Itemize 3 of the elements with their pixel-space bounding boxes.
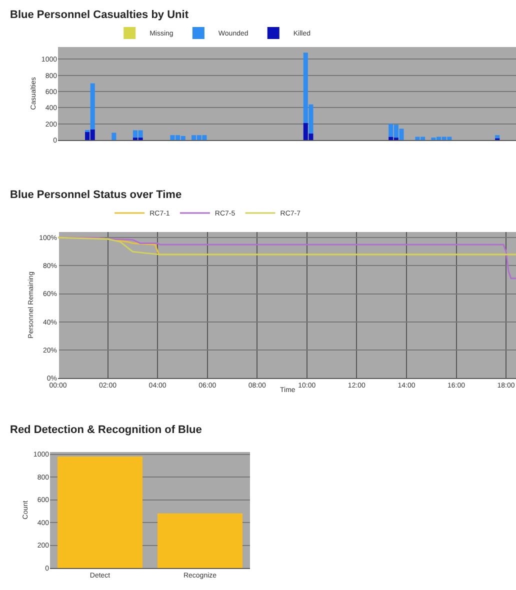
chart-title: Red Detection & Recognition of Blue bbox=[10, 424, 202, 436]
chart-title: Blue Personnel Casualties by Unit bbox=[10, 9, 189, 21]
chart-title: Blue Personnel Status over Time bbox=[10, 189, 182, 201]
